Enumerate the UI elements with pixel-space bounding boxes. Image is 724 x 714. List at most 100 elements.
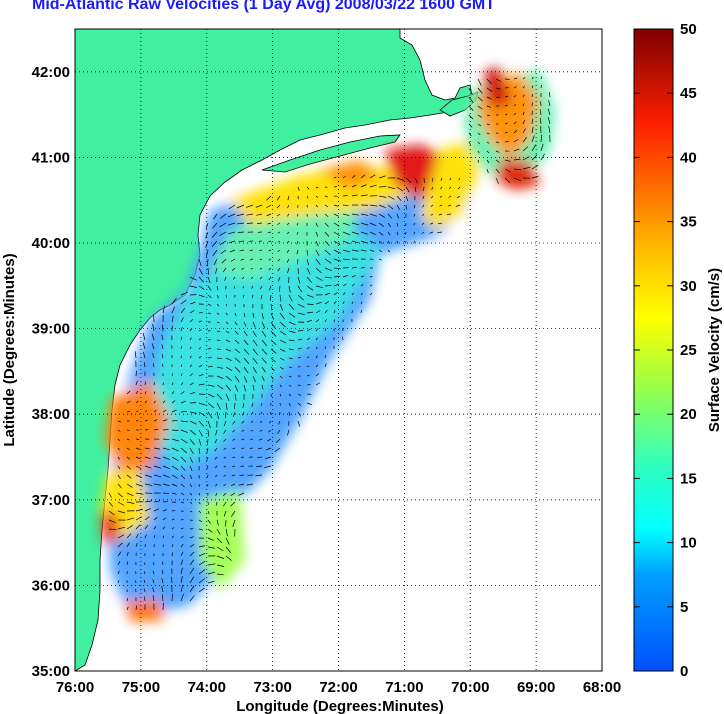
colorbar-tick-label: 0 bbox=[680, 663, 688, 680]
velocity-arrow bbox=[413, 204, 416, 209]
velocity-arrow bbox=[180, 501, 185, 504]
velocity-arrow bbox=[223, 501, 227, 507]
velocity-arrow bbox=[162, 419, 168, 422]
velocity-arrow bbox=[135, 370, 137, 377]
velocity-arrow bbox=[279, 366, 284, 370]
velocity-arrow bbox=[279, 375, 283, 379]
velocity-arrow bbox=[171, 456, 179, 462]
velocity-arrow bbox=[513, 177, 522, 182]
velocity-arrow bbox=[504, 95, 509, 98]
velocity-arrow bbox=[324, 267, 332, 272]
velocity-arrow bbox=[135, 438, 140, 440]
velocity-arrow bbox=[315, 249, 320, 256]
velocity-arrow bbox=[468, 141, 471, 145]
velocity-arrow bbox=[198, 560, 206, 566]
velocity-arrow bbox=[126, 598, 128, 602]
velocity-arrow bbox=[387, 240, 391, 244]
velocity-arrow bbox=[504, 122, 508, 125]
velocity-arrow bbox=[241, 420, 245, 424]
velocity-arrow bbox=[277, 429, 281, 434]
velocity-arrow bbox=[396, 186, 403, 192]
velocity-arrow bbox=[236, 213, 245, 217]
velocity-arrow bbox=[306, 319, 312, 323]
velocity-arrow bbox=[288, 285, 291, 293]
velocity-arrow bbox=[360, 284, 364, 287]
x-tick-labels: 76:00 75:00 74:00 73:00 72:00 71:00 70:00 69:00… bbox=[56, 679, 621, 696]
velocity-arrow bbox=[296, 258, 299, 265]
velocity-arrow bbox=[256, 213, 263, 216]
velocity-arrow bbox=[189, 429, 196, 436]
velocity-arrow bbox=[236, 204, 245, 209]
x-tick-label: 75:00 bbox=[122, 679, 160, 696]
velocity-arrow bbox=[405, 204, 407, 210]
velocity-arrow bbox=[540, 76, 543, 80]
velocity-arrow bbox=[333, 231, 340, 237]
velocity-arrow bbox=[297, 384, 301, 386]
velocity-arrow bbox=[324, 222, 329, 227]
velocity-arrow bbox=[198, 329, 202, 332]
velocity-arrow bbox=[513, 168, 522, 171]
velocity-arrow bbox=[135, 390, 139, 395]
velocity-arrow bbox=[288, 402, 291, 406]
velocity-arrow bbox=[360, 184, 367, 188]
velocity-arrow bbox=[513, 95, 517, 98]
x-tick-label: 76:00 bbox=[56, 679, 94, 696]
velocity-arrow bbox=[522, 111, 525, 116]
velocity-arrow bbox=[446, 213, 452, 216]
velocity-arrow bbox=[162, 456, 171, 460]
velocity-arrow bbox=[108, 501, 114, 507]
velocity-arrow bbox=[171, 297, 177, 305]
x-tick-label: 69:00 bbox=[517, 679, 555, 696]
velocity-arrow bbox=[270, 348, 277, 354]
velocity-arrow bbox=[297, 357, 301, 359]
velocity-arrow bbox=[315, 302, 322, 305]
velocity-arrow bbox=[315, 319, 320, 323]
velocity-arrow bbox=[306, 311, 313, 314]
velocity-arrow bbox=[227, 222, 236, 226]
velocity-arrow bbox=[189, 474, 193, 480]
velocity-arrow bbox=[189, 310, 195, 314]
velocity-arrow bbox=[251, 402, 254, 407]
velocity-arrow bbox=[351, 184, 357, 188]
velocity-arrow bbox=[324, 276, 332, 279]
velocity-arrow bbox=[135, 400, 139, 404]
velocity-arrow bbox=[296, 222, 299, 226]
velocity-arrow bbox=[207, 510, 210, 515]
velocity-arrow bbox=[198, 438, 202, 446]
velocity-arrow bbox=[306, 303, 314, 305]
velocity-arrow bbox=[240, 258, 245, 261]
velocity-arrow bbox=[252, 348, 258, 356]
velocity-arrow bbox=[288, 384, 292, 387]
velocity-arrow bbox=[504, 159, 511, 162]
velocity-arrow bbox=[265, 456, 272, 459]
velocity-arrow bbox=[297, 338, 303, 341]
velocity-arrow bbox=[152, 595, 155, 602]
velocity-arrow bbox=[198, 373, 204, 377]
velocity-arrow bbox=[117, 560, 121, 566]
velocity-arrow bbox=[207, 356, 212, 359]
velocity-arrow bbox=[270, 375, 274, 380]
velocity-arrow bbox=[448, 195, 452, 198]
velocity-arrow bbox=[259, 420, 263, 424]
velocity-arrow bbox=[315, 240, 319, 247]
velocity-arrow bbox=[259, 429, 263, 432]
velocity-arrow bbox=[413, 222, 416, 226]
velocity-arrow bbox=[270, 384, 273, 389]
velocity-arrow bbox=[270, 339, 277, 346]
velocity-arrow bbox=[477, 78, 482, 86]
velocity-arrow bbox=[531, 85, 534, 89]
velocity-arrow bbox=[189, 559, 195, 566]
velocity-arrow bbox=[287, 231, 290, 235]
velocity-arrow bbox=[117, 551, 122, 557]
velocity-arrow bbox=[360, 267, 365, 269]
velocity-arrow bbox=[225, 366, 233, 371]
velocity-arrow bbox=[430, 204, 434, 207]
velocity-arrow bbox=[531, 126, 534, 134]
velocity-arrow bbox=[315, 186, 319, 189]
velocity-arrow bbox=[540, 101, 542, 107]
velocity-arrow bbox=[531, 164, 539, 170]
velocity-arrow bbox=[315, 276, 323, 281]
velocity-arrow bbox=[396, 231, 399, 236]
velocity-arrow bbox=[152, 362, 155, 368]
